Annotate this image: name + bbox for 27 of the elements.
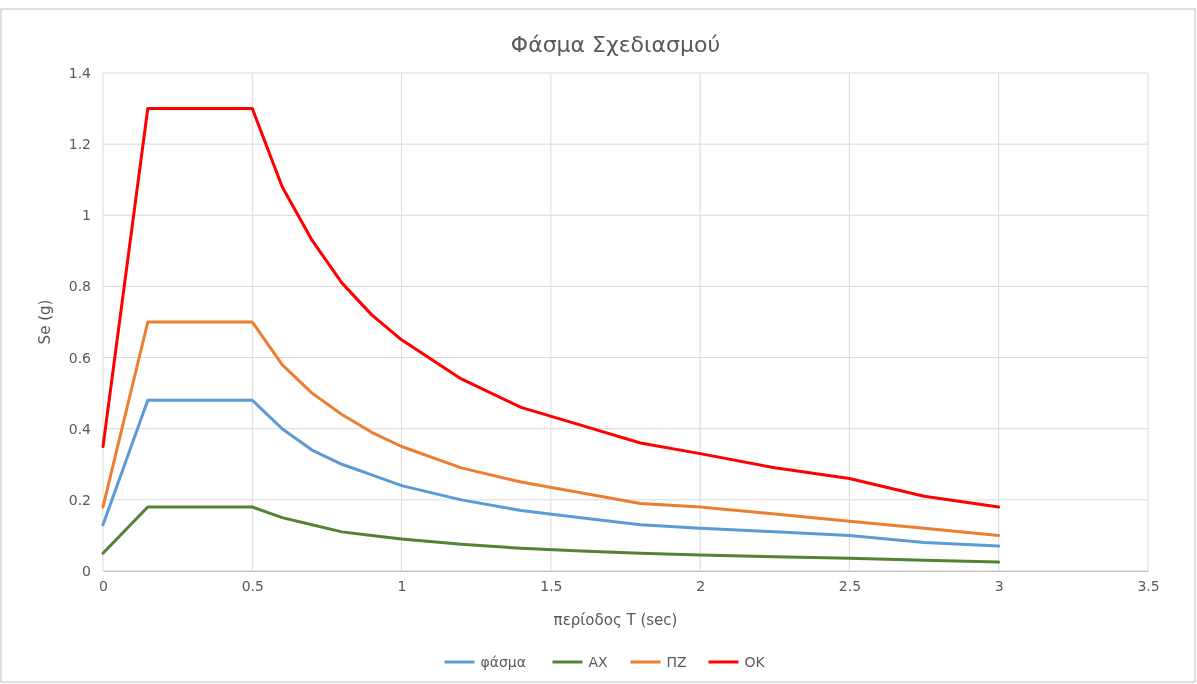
line-series bbox=[101, 505, 1001, 564]
x-tick-label: 0.5 bbox=[241, 577, 264, 594]
y-tick-label: 0.2 bbox=[68, 491, 91, 508]
y-tick-label: 0 bbox=[82, 562, 91, 579]
x-tick-label: 1 bbox=[397, 577, 407, 594]
legend-label: OK bbox=[744, 654, 766, 670]
y-tick-label: 1.4 bbox=[68, 64, 92, 81]
y-tick-label: 1 bbox=[82, 207, 91, 224]
y-tick-label: 0.8 bbox=[68, 278, 91, 295]
legend-label: φάσμα bbox=[480, 654, 526, 670]
y-tick-label: 0.6 bbox=[68, 349, 92, 366]
legend-label: AX bbox=[588, 654, 609, 670]
x-tick-label: 0 bbox=[99, 577, 108, 594]
line-series bbox=[101, 320, 1001, 537]
chart-title: Φάσμα Σχεδιασμού bbox=[510, 32, 721, 57]
y-axis-title: Se (g) bbox=[36, 299, 54, 345]
x-tick-label: 1.5 bbox=[540, 577, 563, 594]
line-series bbox=[101, 107, 1001, 509]
x-tick-label: 2 bbox=[696, 577, 706, 594]
y-tick-label: 1.2 bbox=[68, 136, 91, 153]
x-tick-label: 3.5 bbox=[1137, 577, 1160, 594]
x-tick-label: 2.5 bbox=[838, 577, 862, 594]
x-axis-title: περίοδος T (sec) bbox=[553, 611, 678, 629]
legend-label: ΠΖ bbox=[666, 654, 687, 670]
line-series bbox=[101, 398, 1001, 548]
x-tick-label: 3 bbox=[994, 577, 1004, 594]
y-tick-label: 0.4 bbox=[68, 420, 92, 437]
